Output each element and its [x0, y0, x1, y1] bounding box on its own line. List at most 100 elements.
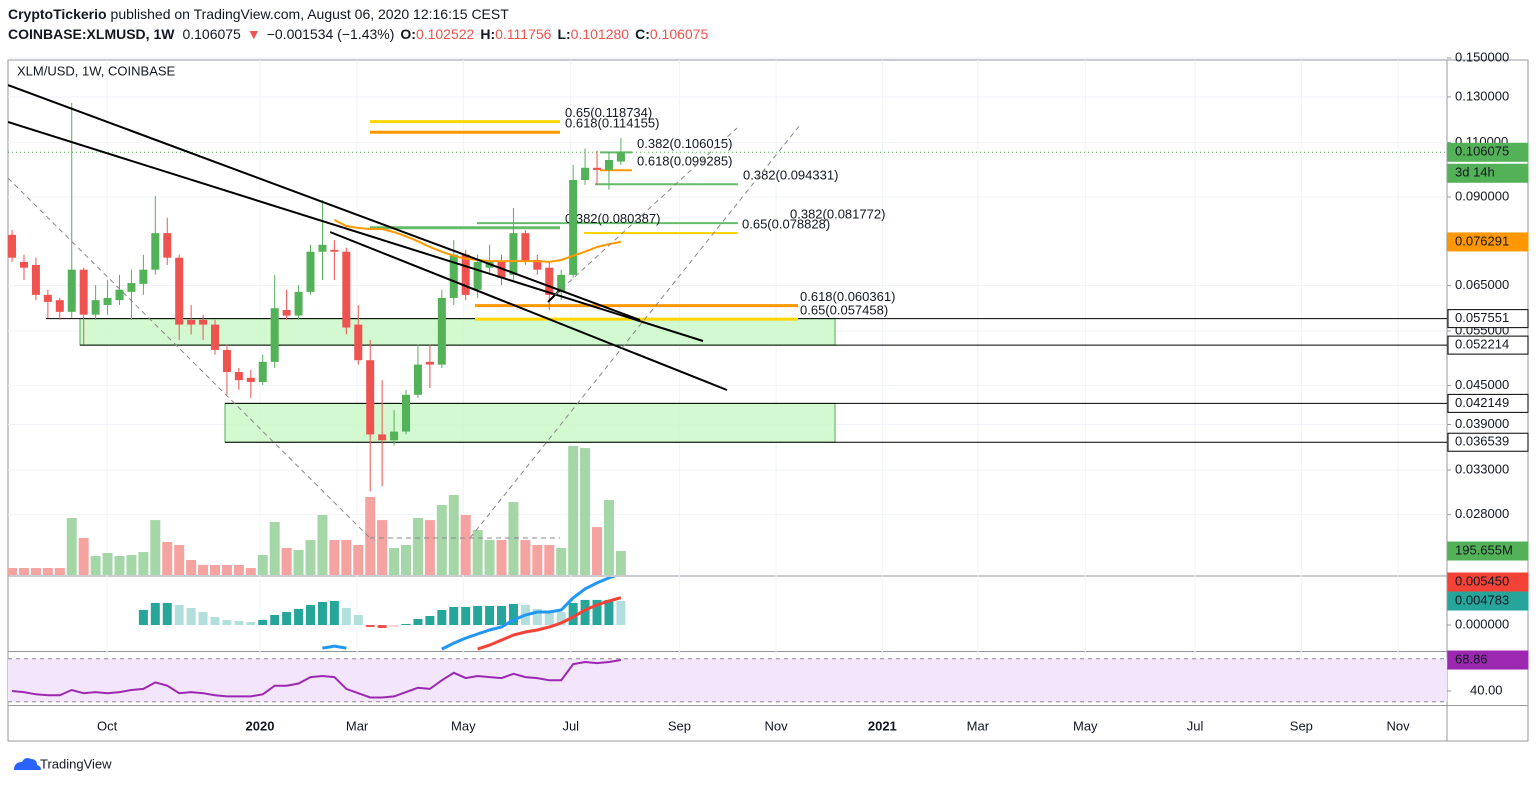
volume-bar: [568, 445, 579, 575]
symbol-line: COINBASE:XLMUSD, 1W 0.106075 ▼ −0.001534 (−…: [8, 26, 708, 42]
candle-body: [103, 297, 112, 306]
macd-histogram: [222, 619, 232, 626]
candle-body: [330, 249, 339, 252]
y-tick-label: 0.150000: [1455, 49, 1509, 64]
dashed-line: [8, 177, 371, 539]
candle-body: [115, 289, 124, 301]
volume-bar: [305, 540, 316, 575]
macd-histogram: [473, 605, 483, 626]
volume-bar: [508, 502, 519, 575]
y-tick-label: 0.039000: [1455, 416, 1509, 431]
change: −0.001534 (−1.43%): [267, 26, 395, 42]
volume-bar: [412, 517, 423, 575]
fib-label: 0.65(0.078828): [742, 216, 830, 231]
candle-body: [163, 233, 172, 258]
macd-histogram: [353, 614, 363, 626]
drawings: [8, 84, 801, 539]
axis-labels: Oct 2020 Mar May Jul Sep Nov 2021 Mar May Jul Sep No…: [97, 49, 1529, 733]
footer-brand: TradingView: [40, 756, 112, 771]
volume-bar: [365, 497, 376, 575]
footer-logo: [14, 758, 41, 770]
macd-histogram: [449, 606, 459, 626]
x-tick-label: May: [1073, 718, 1098, 733]
rsi-label-box: [1447, 650, 1529, 670]
candle-body: [282, 310, 291, 316]
volume-bar: [233, 564, 244, 575]
candle-body: [8, 234, 17, 258]
fib-label: 0.65(0.057458): [800, 303, 888, 318]
fib-label: 0.618(0.114155): [565, 116, 659, 131]
macd-histogram: [497, 605, 507, 626]
volume-bar: [198, 564, 209, 575]
macd-histogram: [246, 622, 256, 626]
macd-histogram: [604, 599, 614, 626]
y-tick-label: 40.00: [1470, 682, 1503, 697]
volume-bar: [615, 551, 626, 575]
candle-body: [581, 167, 590, 180]
macd-histogram: [377, 625, 387, 629]
candle-body: [127, 283, 136, 292]
macd-histogram: [294, 608, 304, 626]
volume-bar: [544, 544, 555, 575]
candle-body: [461, 254, 470, 295]
macd-histogram: [234, 621, 244, 626]
candle-body: [151, 233, 160, 270]
published: published on TradingView.com, August 06,…: [111, 6, 510, 22]
volume-bar: [150, 520, 161, 575]
x-tick-label: 2020: [246, 718, 275, 733]
change-arrow: ▼: [247, 26, 261, 42]
countdown-label-box: [1447, 163, 1529, 183]
candle-body: [199, 319, 208, 325]
candle-body: [437, 297, 446, 365]
signal-line: [477, 596, 622, 651]
macd-histogram: [329, 600, 339, 626]
y-tick-label: 0.045000: [1455, 377, 1509, 392]
macd-histogram: [389, 625, 399, 628]
macd-histogram: [198, 611, 208, 626]
chart-frame: [7, 59, 1529, 742]
histogram-label-box: [1447, 591, 1529, 611]
candle-body: [246, 377, 255, 382]
candle-body: [318, 244, 327, 252]
fib-label: 0.65(0.118734): [565, 105, 652, 120]
support-zone: [224, 402, 836, 443]
macd-histogram: [461, 606, 471, 626]
x-tick-label: Nov: [765, 718, 789, 733]
macd-histogram: [138, 609, 148, 626]
ohlc-key: H:: [480, 26, 495, 42]
volume-bar: [293, 549, 304, 575]
volume-bar: [377, 520, 388, 575]
x-tick-label: Nov: [1386, 718, 1410, 733]
trend-line: [8, 121, 704, 342]
candle-body: [557, 274, 566, 292]
y-tick-label: 0.000000: [1455, 616, 1509, 631]
x-tick-label: Mar: [967, 718, 990, 733]
ohlc-value: 0.111756: [495, 26, 552, 42]
macd-histogram: [425, 615, 435, 626]
macd-histogram: [282, 611, 292, 626]
rsi-band: [8, 658, 1447, 702]
zone-price-label: 0.052214: [1455, 337, 1509, 352]
candle-body: [222, 349, 231, 373]
volume-bar: [78, 537, 89, 575]
x-tick-label: 2021: [868, 718, 897, 733]
candle-body: [354, 324, 363, 361]
volume-bar: [30, 568, 41, 575]
ohlc-value: 0.106075: [650, 26, 709, 42]
candle-body: [390, 431, 399, 441]
volume-bar: [580, 448, 591, 575]
logo-icon: [14, 758, 41, 770]
candle-body: [616, 152, 625, 162]
author: CryptoTickerio: [8, 6, 107, 22]
candle-body: [569, 179, 578, 275]
volume-bar: [448, 495, 459, 575]
y-tick-label: 0.033000: [1455, 461, 1509, 476]
macd-histogram: [401, 624, 411, 626]
macd-histogram: [365, 625, 375, 628]
fib-label: 0.382(0.106015): [637, 136, 732, 151]
macd-histogram: [568, 602, 578, 626]
volume-bar: [436, 504, 447, 575]
candle-body: [211, 324, 220, 350]
volume-bar: [424, 520, 435, 575]
candle-body: [43, 294, 52, 302]
